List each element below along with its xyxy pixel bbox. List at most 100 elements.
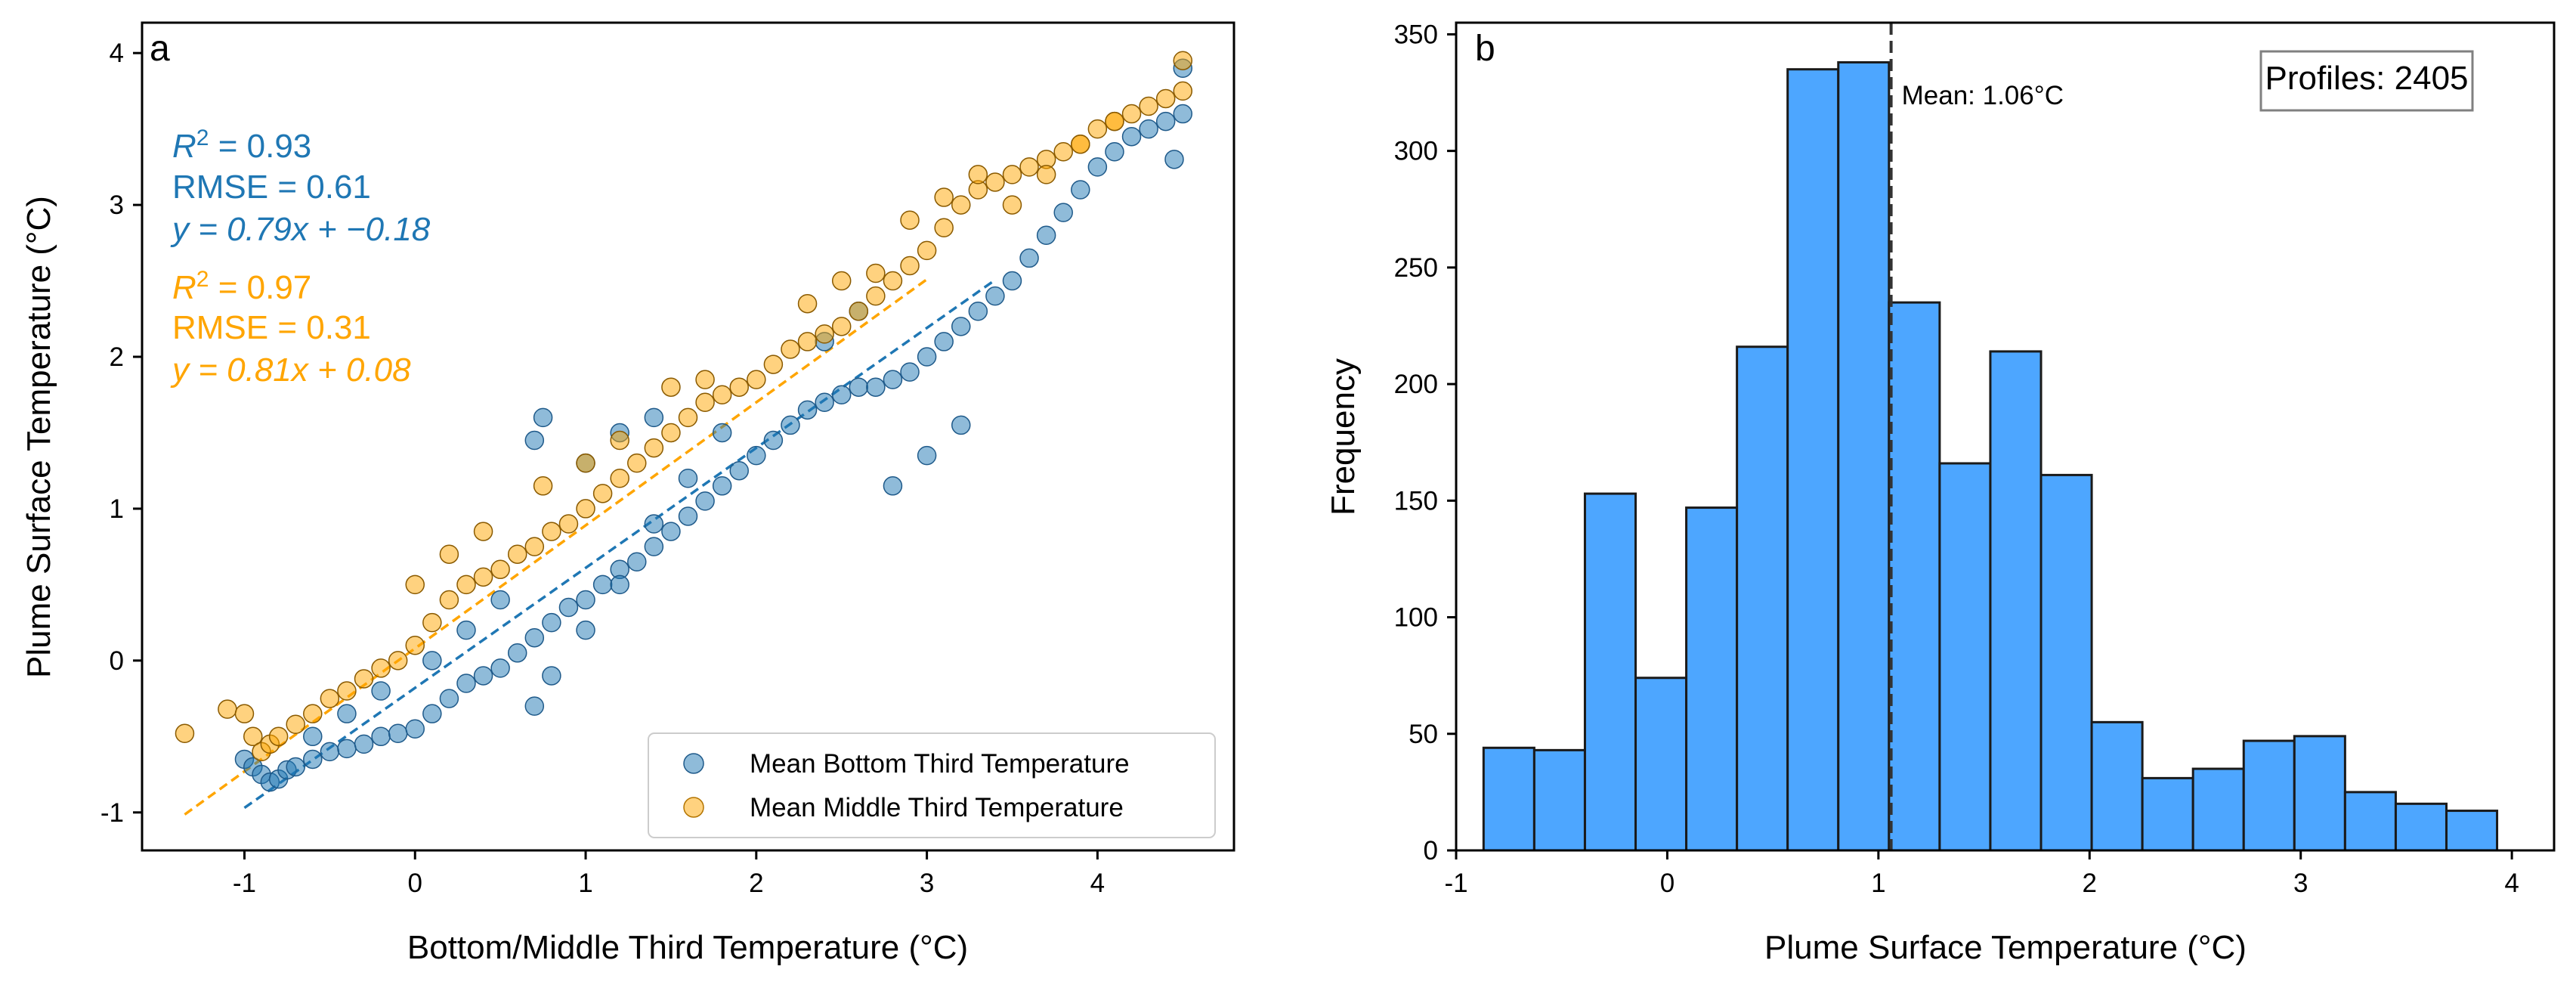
- point-middle-third: [303, 704, 323, 723]
- point-middle-third: [592, 484, 613, 503]
- point-bottom-third: [1121, 126, 1142, 147]
- point-middle-third: [1002, 165, 1022, 184]
- point-middle-third: [175, 723, 195, 744]
- y-axis: 0 50 100 150 200 250 300 350: [1394, 20, 1456, 866]
- bottom-rmse-label: RMSE = 0.61: [172, 169, 371, 206]
- x-tick-label: 3: [920, 869, 934, 898]
- point-middle-third: [320, 689, 340, 708]
- histogram-bar: [1786, 68, 1840, 850]
- point-middle-third: [1155, 88, 1176, 109]
- point-middle-third: [934, 218, 954, 237]
- point-bottom-third: [917, 445, 937, 466]
- point-middle-third: [218, 699, 237, 719]
- point-middle-third: [1053, 142, 1073, 162]
- x-axis-title: Plume Surface Temperature (°C): [1764, 929, 2247, 966]
- bottom-r2-label: R2 = 0.93: [172, 125, 311, 166]
- x-tick-label: 0: [1660, 869, 1675, 898]
- point-bottom-third: [644, 514, 664, 534]
- point-bottom-third: [1173, 104, 1193, 124]
- point-middle-third: [900, 210, 920, 230]
- point-middle-third: [695, 392, 715, 413]
- point-bottom-third: [576, 620, 595, 640]
- point-bottom-third: [490, 590, 510, 610]
- point-bottom-third: [371, 726, 391, 747]
- point-middle-third: [439, 590, 459, 610]
- point-middle-third: [712, 385, 732, 404]
- point-middle-third: [968, 165, 988, 184]
- point-middle-third: [678, 407, 698, 428]
- point-bottom-third: [1036, 225, 1056, 246]
- point-bottom-third: [763, 430, 784, 451]
- middle-stats: R2 = 0.97 RMSE = 0.31 y = 0.81x + 0.08: [170, 267, 411, 389]
- point-bottom-third: [473, 666, 493, 686]
- point-bottom-third: [678, 469, 698, 488]
- point-middle-third: [866, 286, 886, 306]
- point-middle-third: [473, 567, 493, 587]
- point-bottom-third: [797, 400, 818, 420]
- legend-box: [648, 732, 1216, 838]
- y-tick-label: 350: [1394, 20, 1438, 49]
- scatter-panel: -1 0 1 2 3 4 -1 0 1 2 3 4 a R2 = 0.93 RMSE = 0.61 …: [20, 21, 1235, 966]
- y-tick-label: 300: [1394, 137, 1438, 166]
- point-middle-third: [371, 658, 391, 678]
- x-tick-label: -1: [233, 869, 256, 898]
- y-tick-label: 3: [110, 190, 124, 220]
- histogram-bar: [1989, 350, 2043, 850]
- point-middle-third: [1173, 51, 1193, 70]
- point-bottom-third: [542, 612, 561, 633]
- point-middle-third: [797, 332, 818, 351]
- point-middle-third: [1019, 157, 1039, 177]
- histogram-bar: [2141, 776, 2194, 850]
- point-middle-third: [951, 195, 971, 215]
- middle-r2-label: R2 = 0.97: [172, 267, 311, 307]
- point-bottom-third: [678, 506, 698, 526]
- point-middle-third: [1105, 111, 1124, 132]
- point-middle-third: [354, 669, 374, 689]
- point-bottom-third: [951, 415, 971, 435]
- point-middle-third: [473, 522, 493, 541]
- point-bottom-third: [934, 332, 954, 351]
- point-bottom-third: [1164, 150, 1184, 169]
- histogram-bar: [2394, 802, 2448, 850]
- x-tick-label: 1: [1871, 869, 1885, 898]
- point-middle-third: [831, 271, 852, 291]
- point-middle-third: [883, 271, 903, 291]
- point-bottom-third: [337, 704, 357, 723]
- x-tick-label: 4: [1090, 869, 1105, 898]
- histogram-bar: [2445, 810, 2499, 850]
- point-bottom-third: [439, 689, 459, 708]
- point-middle-third: [1071, 134, 1090, 154]
- point-bottom-third: [388, 723, 408, 744]
- point-bottom-third: [576, 590, 595, 610]
- point-bottom-third: [729, 460, 749, 481]
- point-bottom-third: [712, 423, 732, 443]
- point-middle-third: [934, 187, 954, 207]
- point-middle-third: [610, 430, 629, 451]
- panel-label: a: [150, 29, 170, 69]
- point-bottom-third: [712, 476, 732, 496]
- point-bottom-third: [627, 552, 647, 572]
- point-bottom-third: [286, 757, 305, 777]
- point-bottom-third: [644, 537, 664, 556]
- point-bottom-third: [883, 476, 903, 496]
- point-middle-third: [576, 499, 595, 519]
- bottom-equation-label: y = 0.79x + −0.18: [170, 211, 431, 248]
- histogram-bar: [1736, 345, 1789, 850]
- legend: Mean Bottom Third Temperature Mean Middl…: [648, 732, 1216, 838]
- point-bottom-third: [968, 301, 988, 321]
- y-tick-label: -1: [101, 798, 124, 828]
- point-bottom-third: [524, 627, 545, 648]
- y-tick-label: 0: [110, 646, 124, 676]
- point-middle-third: [1121, 104, 1142, 124]
- point-bottom-third: [405, 719, 425, 739]
- point-bottom-third: [831, 385, 852, 404]
- point-middle-third: [849, 301, 869, 321]
- plot-frame: [1455, 21, 2556, 852]
- point-middle-third: [422, 612, 442, 633]
- point-bottom-third: [507, 643, 527, 663]
- profiles-box: Profiles: 2405: [2259, 50, 2474, 112]
- point-bottom-third: [747, 445, 766, 466]
- histogram-bar: [1837, 60, 1891, 850]
- point-middle-third: [781, 339, 800, 359]
- y-tick-label: 50: [1409, 720, 1438, 749]
